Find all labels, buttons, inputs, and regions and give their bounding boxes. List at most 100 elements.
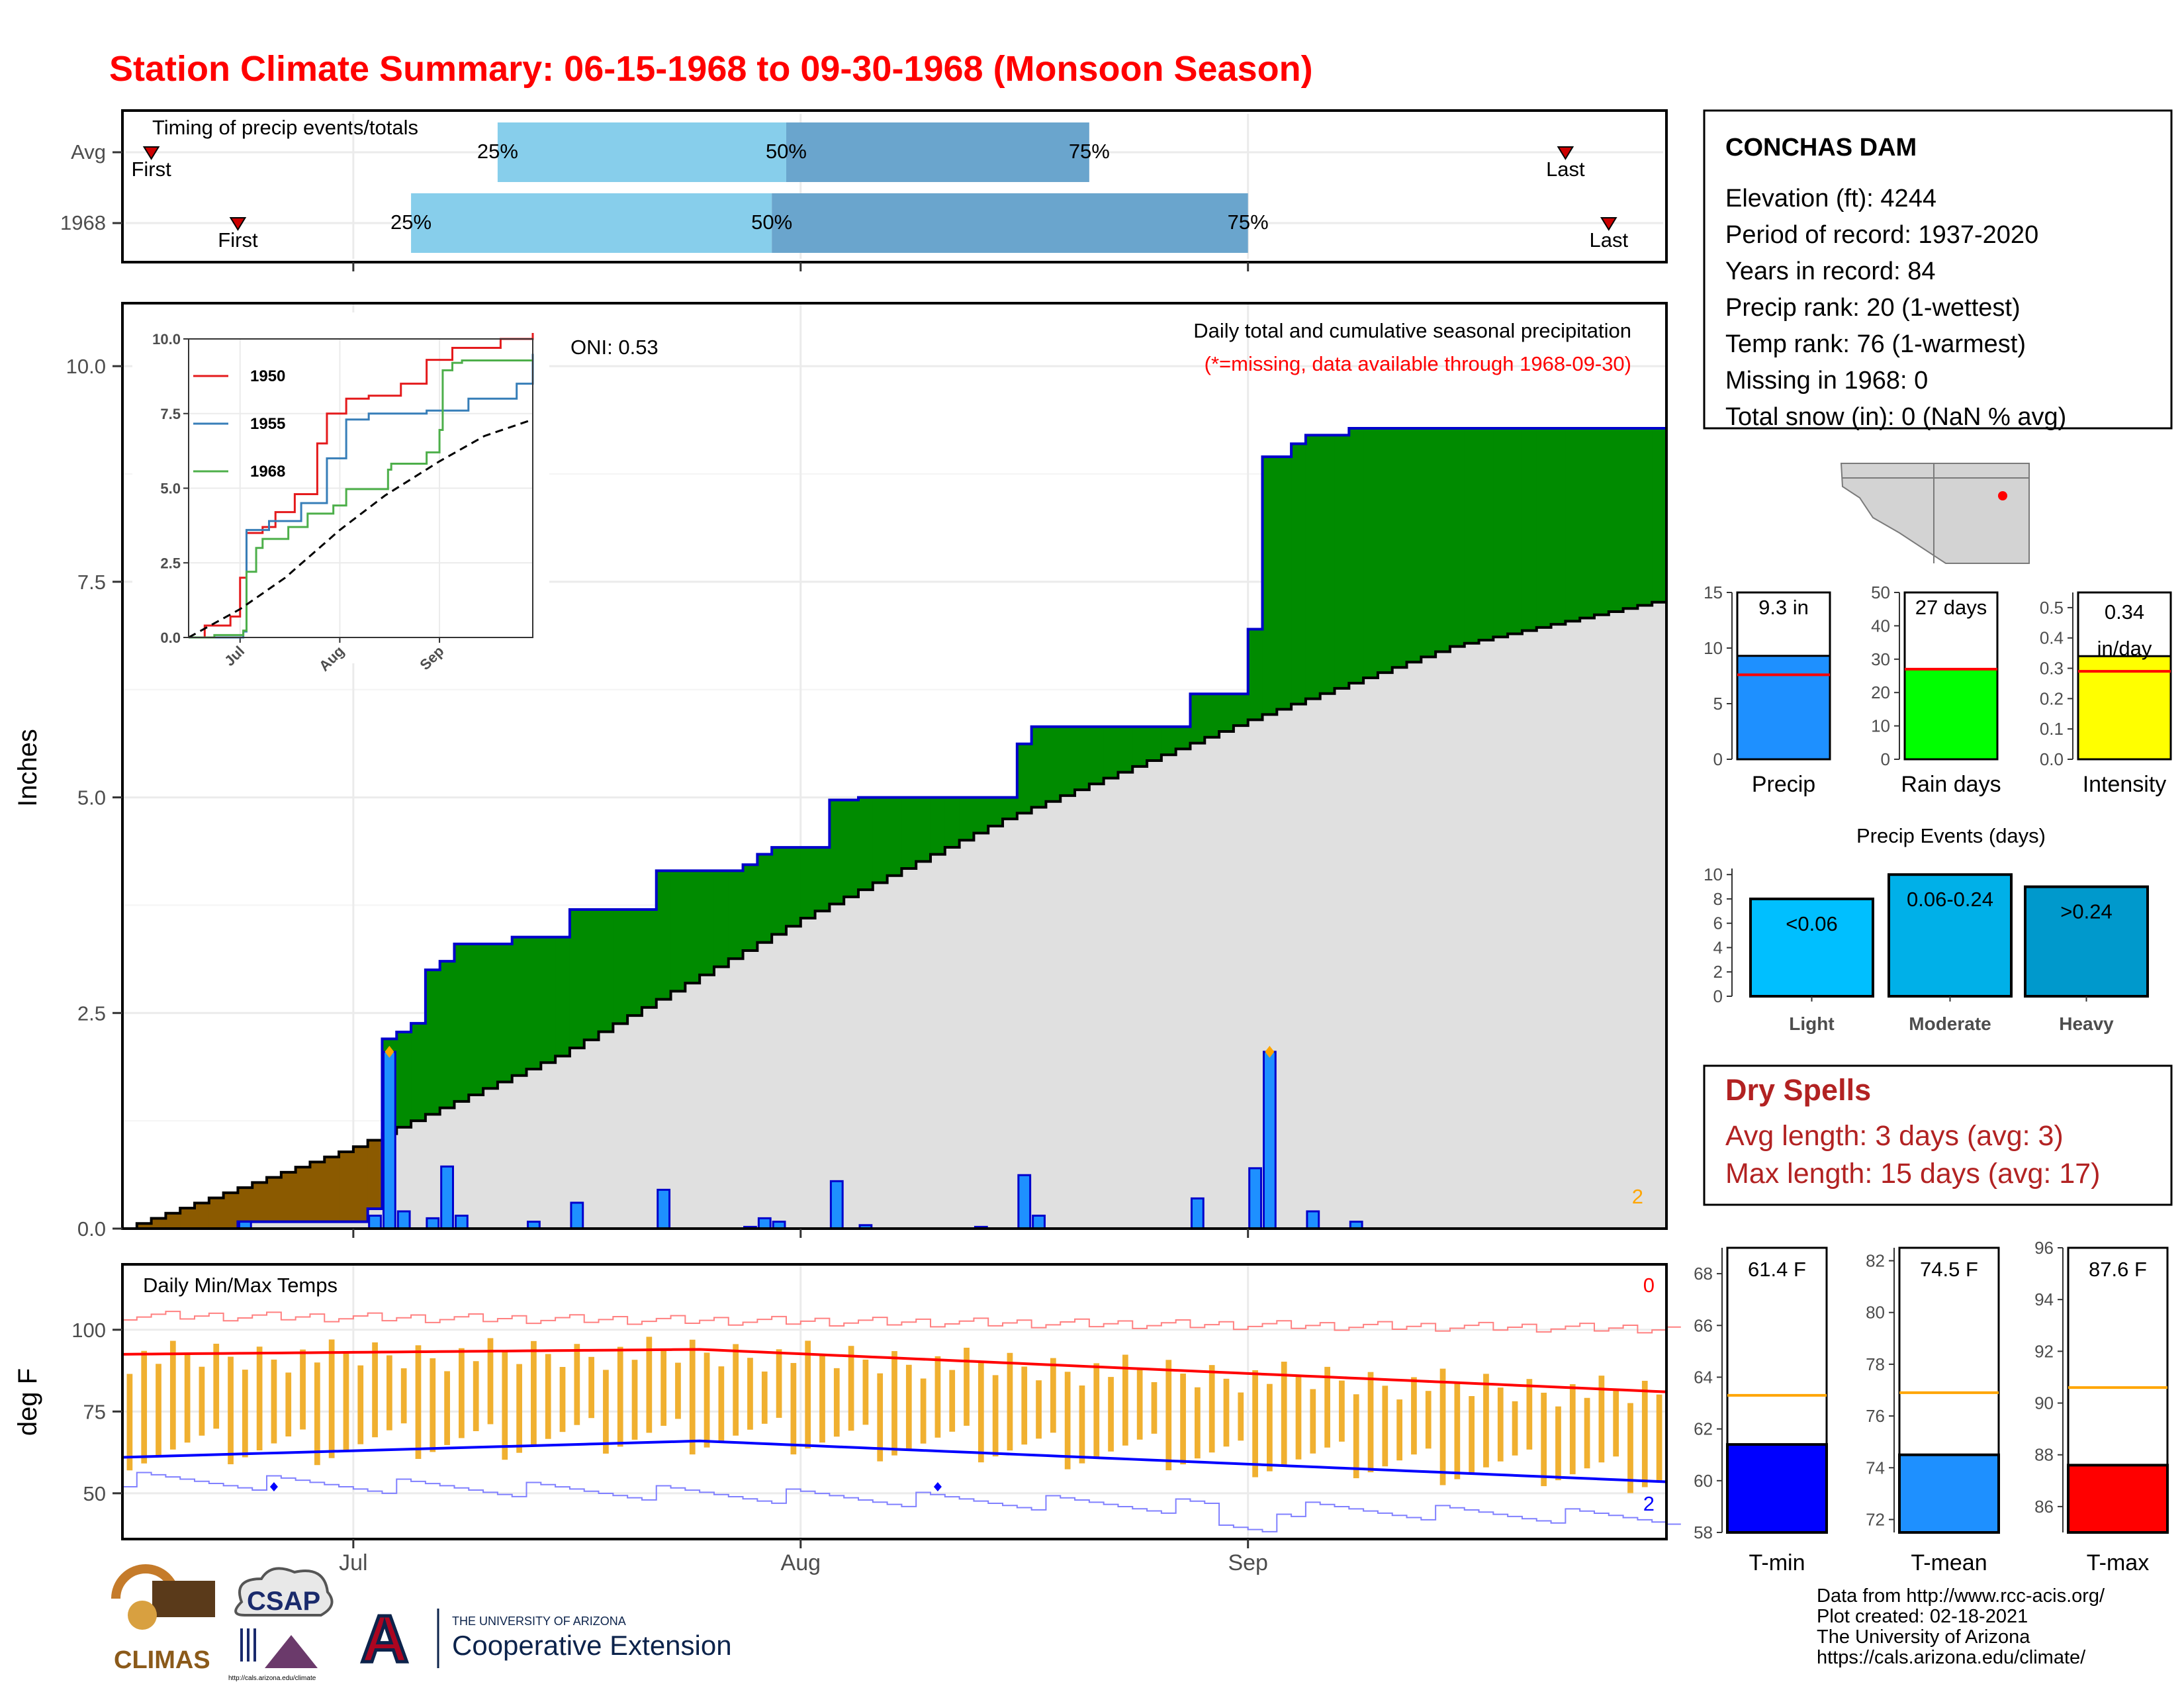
daily-temp-range-bar xyxy=(1050,1358,1056,1433)
daily-temp-range-bar xyxy=(1353,1394,1359,1479)
daily-temp-range-bar xyxy=(1223,1378,1230,1447)
wetter-than-normal-area xyxy=(1392,428,1408,668)
wetter-than-normal-area xyxy=(1349,428,1364,683)
timing-q25-label: 25% xyxy=(477,140,518,163)
temp-summary-y-tick-label: 60 xyxy=(1694,1471,1713,1491)
daily-temp-range-bar xyxy=(1598,1376,1605,1463)
daily-precip-bar xyxy=(1017,1174,1032,1230)
climas-block xyxy=(152,1581,215,1617)
station-info-box: CONCHAS DAM Elevation (ft): 4244 Period o… xyxy=(1703,109,2173,431)
precip-y-tick-label: 2.5 xyxy=(77,1002,106,1025)
wetter-than-normal-area xyxy=(1103,726,1119,778)
wetter-than-normal-area xyxy=(512,937,527,1076)
daily-temp-range-bar xyxy=(1555,1406,1561,1481)
daily-precip-bar xyxy=(382,1051,396,1230)
wetter-than-normal-area xyxy=(1320,435,1336,694)
inset-y-tick-label: 2.5 xyxy=(160,555,181,571)
daily-precip-bar xyxy=(570,1201,584,1230)
precip-annotation-missing: (*=missing, data available through 1968-… xyxy=(1205,352,1631,375)
wetter-than-normal-area xyxy=(598,909,614,1032)
wetter-than-normal-area xyxy=(1421,428,1436,657)
temp-summary-y-tick-label: 94 xyxy=(2034,1289,2054,1309)
timing-last-marker xyxy=(1600,217,1617,231)
wetter-than-normal-area xyxy=(743,865,758,951)
daily-temp-range-bar xyxy=(430,1358,436,1452)
timing-q25-label: 25% xyxy=(390,211,432,234)
ua-small-text: THE UNIVERSITY OF ARIZONA xyxy=(452,1615,626,1628)
daily-temp-range-bar xyxy=(992,1375,999,1457)
wetter-than-normal-area xyxy=(1565,428,1580,622)
daily-temp-range-bar xyxy=(228,1356,234,1464)
wetter-than-normal-area xyxy=(858,797,874,890)
temp-summary-label: T-max xyxy=(2087,1550,2149,1575)
summary-value: 9.3 in xyxy=(1758,596,1809,619)
summary-bar-precip xyxy=(1736,655,1831,761)
summary-label: Rain days xyxy=(1901,772,2001,797)
daily-temp-range-bar xyxy=(978,1361,984,1463)
daily-temp-range-bar xyxy=(1151,1382,1158,1434)
summary-y-tick-label: 0.5 xyxy=(2040,598,2064,618)
wetter-than-normal-area xyxy=(959,797,975,841)
daily-temp-range-bar xyxy=(1526,1379,1533,1450)
daily-temp-range-bar xyxy=(1310,1389,1316,1454)
summary-value-unit: in/day xyxy=(2097,637,2152,660)
temp-summary-y-tick-label: 64 xyxy=(1694,1367,1713,1387)
events-y-tick-label: 6 xyxy=(1713,914,1723,933)
temp-summary-bar-t-min xyxy=(1726,1443,1828,1534)
daily-temp-range-bar xyxy=(1367,1372,1374,1473)
wetter-than-normal-area xyxy=(411,1023,426,1121)
daily-temp-range-bar xyxy=(285,1372,292,1436)
wetter-than-normal-area xyxy=(844,800,859,897)
summary-y-tick-label: 0.2 xyxy=(2040,688,2064,708)
wetter-than-normal-area xyxy=(1637,428,1653,606)
daily-temp-range-bar xyxy=(459,1348,465,1438)
wetter-than-normal-area xyxy=(641,909,657,1008)
record-max-line xyxy=(122,1311,1681,1334)
precip-y-tick-label: 5.0 xyxy=(77,786,106,810)
events-y-tick-label: 10 xyxy=(1704,865,1723,884)
daily-precip-bar xyxy=(1262,1051,1277,1230)
station-name: CONCHAS DAM xyxy=(1725,134,1917,162)
daily-temp-range-bar xyxy=(1396,1399,1402,1461)
wetter-than-normal-area xyxy=(1046,726,1061,802)
daily-temp-range-bar xyxy=(1454,1382,1461,1479)
wetter-than-normal-area xyxy=(1147,726,1162,761)
temp-summary-value: 61.4 F xyxy=(1748,1258,1806,1281)
temp-x-tick-label: Aug xyxy=(781,1550,821,1575)
wetter-than-normal-area xyxy=(1551,428,1566,625)
daily-temp-range-bar xyxy=(1569,1384,1576,1475)
precip-areas xyxy=(122,426,1667,1230)
timing-last-marker xyxy=(1557,146,1574,160)
daily-temp-range-bar xyxy=(905,1364,912,1450)
daily-temp-range-bar xyxy=(1079,1385,1085,1464)
wetter-than-normal-area xyxy=(1003,797,1018,820)
daily-temp-range-bar xyxy=(1627,1403,1633,1493)
credit-line: Plot created: 02-18-2021 xyxy=(1817,1606,2028,1627)
station-info-line: Missing in 1968: 0 xyxy=(1725,367,1928,395)
temp-summary-y-tick-label: 76 xyxy=(1866,1406,1885,1426)
wetter-than-normal-area xyxy=(1363,428,1379,679)
precip-y-label: Inches xyxy=(13,729,42,807)
summary-y-tick-label: 40 xyxy=(1871,616,1890,635)
precip-events-title: Precip Events (days) xyxy=(1856,824,2046,847)
precip-y-tick-label: 10.0 xyxy=(66,355,106,378)
events-y-tick-label: 2 xyxy=(1713,962,1723,982)
daily-temp-range-bar xyxy=(603,1370,609,1454)
temp-panel-frame xyxy=(121,1263,1668,1540)
credit-line: Data from http://www.rcc-acis.org/ xyxy=(1817,1585,2105,1607)
daily-temp-range-bar xyxy=(1483,1374,1489,1468)
daily-temp-range-bar xyxy=(1122,1354,1128,1446)
daily-temp-range-bar xyxy=(372,1342,378,1438)
wetter-than-normal-area xyxy=(1522,428,1537,631)
csap-text: CSAP xyxy=(247,1587,320,1616)
timing-q75-label: 75% xyxy=(1228,211,1269,234)
map-states-shape xyxy=(1840,463,2030,564)
inset-legend-label: 1968 xyxy=(250,463,285,481)
temp-summary-y-tick-label: 78 xyxy=(1866,1354,1885,1374)
summary-y-tick-label: 5 xyxy=(1713,694,1723,714)
daily-precip-bar xyxy=(440,1165,454,1230)
wetter-than-normal-area xyxy=(757,854,772,943)
temp-summary-y-tick-label: 58 xyxy=(1694,1523,1713,1542)
wetter-than-normal-area xyxy=(1608,428,1624,612)
